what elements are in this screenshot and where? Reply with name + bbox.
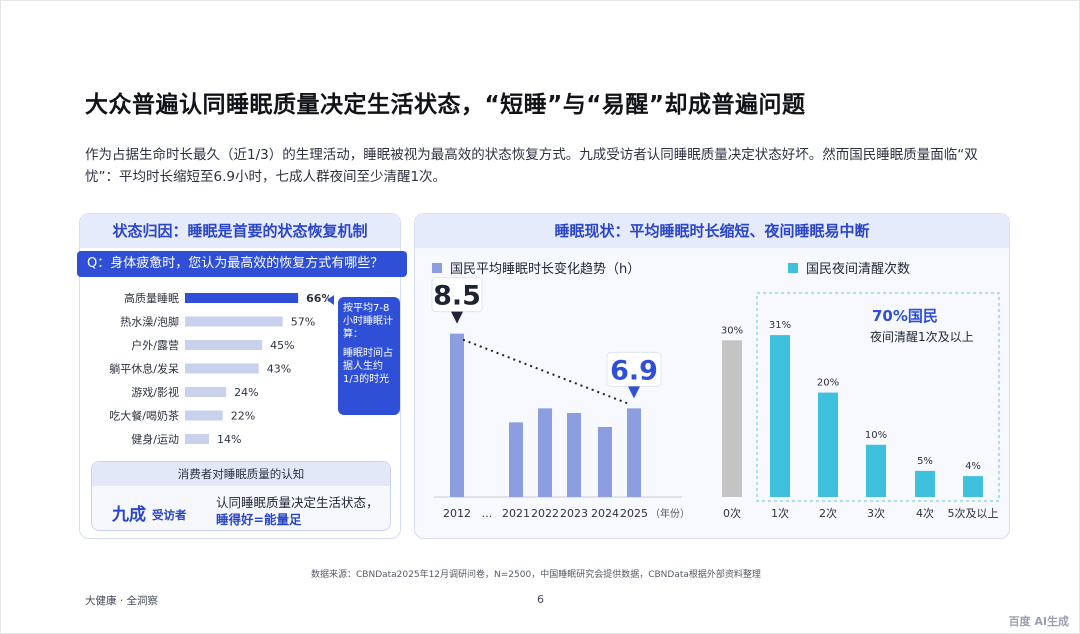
value-tag-pointer	[451, 311, 463, 324]
tick-label: 2次	[819, 506, 837, 520]
data-label: 43%	[267, 363, 291, 376]
tick-label: 4次	[916, 506, 934, 520]
data-label: 22%	[231, 410, 255, 423]
category-label: 吃大餐/喝奶茶	[109, 409, 179, 423]
tick-label: 2012	[443, 507, 471, 520]
tick-label: 0次	[723, 506, 741, 520]
sleep-status-charts: 国民平均睡眠时长变化趋势（h）2012... 2021 2022 2023 2024 20…	[431, 261, 1000, 520]
tick-label: 2021	[502, 507, 530, 520]
tick-label: 5次及以上	[948, 506, 999, 520]
bar	[722, 340, 742, 497]
category-label: 户外/露营	[131, 338, 179, 352]
data-label: 57%	[291, 316, 315, 329]
question-banner: Q：身体疲惫时，您认为最高效的恢复方式有哪些？	[77, 251, 407, 277]
tick-label: 2023	[560, 507, 588, 520]
bar	[450, 333, 464, 497]
right-panel-header: 睡眠现状：平均睡眠时长缩短、夜间睡眠易中断	[415, 214, 1009, 248]
highlight-frame	[756, 292, 1000, 502]
value-tag-pointer	[628, 386, 640, 399]
bar	[915, 470, 935, 497]
category-label: 游戏/影视	[131, 385, 179, 399]
footer-label: 大健康 · 全洞察	[85, 595, 159, 607]
intro-text: 作为占据生命时长最久（近1/3）的生理活动，睡眠被视为最高效的状态恢复方式。九成…	[85, 147, 978, 185]
legend-swatch	[788, 263, 798, 273]
bar	[538, 408, 552, 497]
page-title: 大众普遍认同睡眠质量决定生活状态，“短睡”与“易醒”却成普遍问题	[85, 92, 806, 118]
bar	[509, 422, 523, 497]
data-label: 30%	[721, 325, 743, 336]
data-label: 5%	[917, 456, 933, 467]
category-label: 躺平休息/发呆	[109, 362, 179, 376]
watermark: 百度 AI生成	[1008, 615, 1069, 628]
bar	[598, 427, 612, 497]
callout-top: 按平均7-8小时睡眠计算：	[343, 303, 393, 340]
recovery-methods-chart: 高质量睡眠 66% 热水澡/泡脚 57% 户外/露营 45% 躺平休息/发呆 43% 游戏/影视…	[109, 291, 329, 446]
knowledge-header: 消费者对睡眠质量的认知	[92, 462, 390, 486]
category-label: 高质量睡眠	[124, 291, 179, 305]
category-label: 健身/运动	[131, 432, 179, 446]
data-label: 24%	[234, 386, 258, 399]
chart-title: 国民夜间清醒次数	[806, 261, 910, 277]
tick-label: 1次	[771, 506, 789, 520]
knowledge-small: 受访者	[152, 508, 187, 522]
value-tag-label: 6.9	[610, 355, 658, 386]
sleep-time-callout: 按平均7-8小时睡眠计算： 睡眠时间占据人生约1/3的时光	[338, 297, 400, 415]
data-label: 31%	[769, 320, 791, 331]
bar	[185, 434, 209, 444]
knowledge-box: 消费者对睡眠质量的认知 九成 受访者 认同睡眠质量决定生活状态， 睡得好=能量足	[91, 461, 391, 531]
left-panel-header: 状态归因：睡眠是首要的状态恢复机制	[80, 214, 400, 248]
tick-label: 2022	[531, 507, 559, 520]
legend-swatch	[432, 263, 442, 273]
tick-label: ...	[482, 507, 493, 520]
tick-label: 2024	[591, 507, 619, 520]
knowledge-line2: 睡得好=能量足	[216, 512, 302, 527]
category-label: 热水澡/泡脚	[120, 315, 179, 329]
knowledge-text: 认同睡眠质量决定生活状态， 睡得好=能量足	[216, 494, 379, 528]
data-label: 45%	[270, 339, 294, 352]
trend-line	[462, 338, 631, 406]
tick-label: 2025	[620, 507, 648, 520]
tick-label: 3次	[867, 506, 885, 520]
callout-bottom: 睡眠时间占据人生约1/3的时光	[343, 348, 393, 385]
bar	[185, 293, 299, 303]
chart-title: 国民平均睡眠时长变化趋势（h）	[450, 261, 640, 277]
value-tag-label: 8.5	[433, 281, 481, 312]
bar	[185, 316, 283, 327]
data-label: 10%	[865, 430, 887, 441]
bar	[770, 335, 790, 497]
bar	[185, 363, 259, 374]
callout-arrow	[327, 295, 334, 305]
bar	[185, 340, 263, 350]
highlight-text: 夜间清醒1次及以上	[870, 329, 974, 344]
bar	[185, 410, 223, 421]
data-label: 4%	[965, 461, 981, 472]
data-label: 66%	[306, 292, 329, 305]
bar	[866, 444, 886, 497]
value-tag-box	[431, 277, 483, 313]
knowledge-big: 九成	[112, 505, 146, 525]
data-label: 20%	[817, 378, 839, 389]
x-unit-label: （年份）	[650, 507, 690, 520]
bar	[567, 413, 581, 497]
bar	[818, 392, 838, 497]
bar	[185, 387, 227, 397]
bar	[963, 476, 983, 497]
data-label: 14%	[217, 433, 241, 446]
bar	[627, 408, 641, 497]
knowledge-line1: 认同睡眠质量决定生活状态，	[216, 495, 379, 510]
source-note: 数据来源：CBNData2025年12月调研问卷，N=2500，中国睡眠研究会提…	[311, 570, 761, 580]
highlight-pct: 70%国民	[872, 307, 938, 325]
page-number: 6	[537, 593, 544, 606]
